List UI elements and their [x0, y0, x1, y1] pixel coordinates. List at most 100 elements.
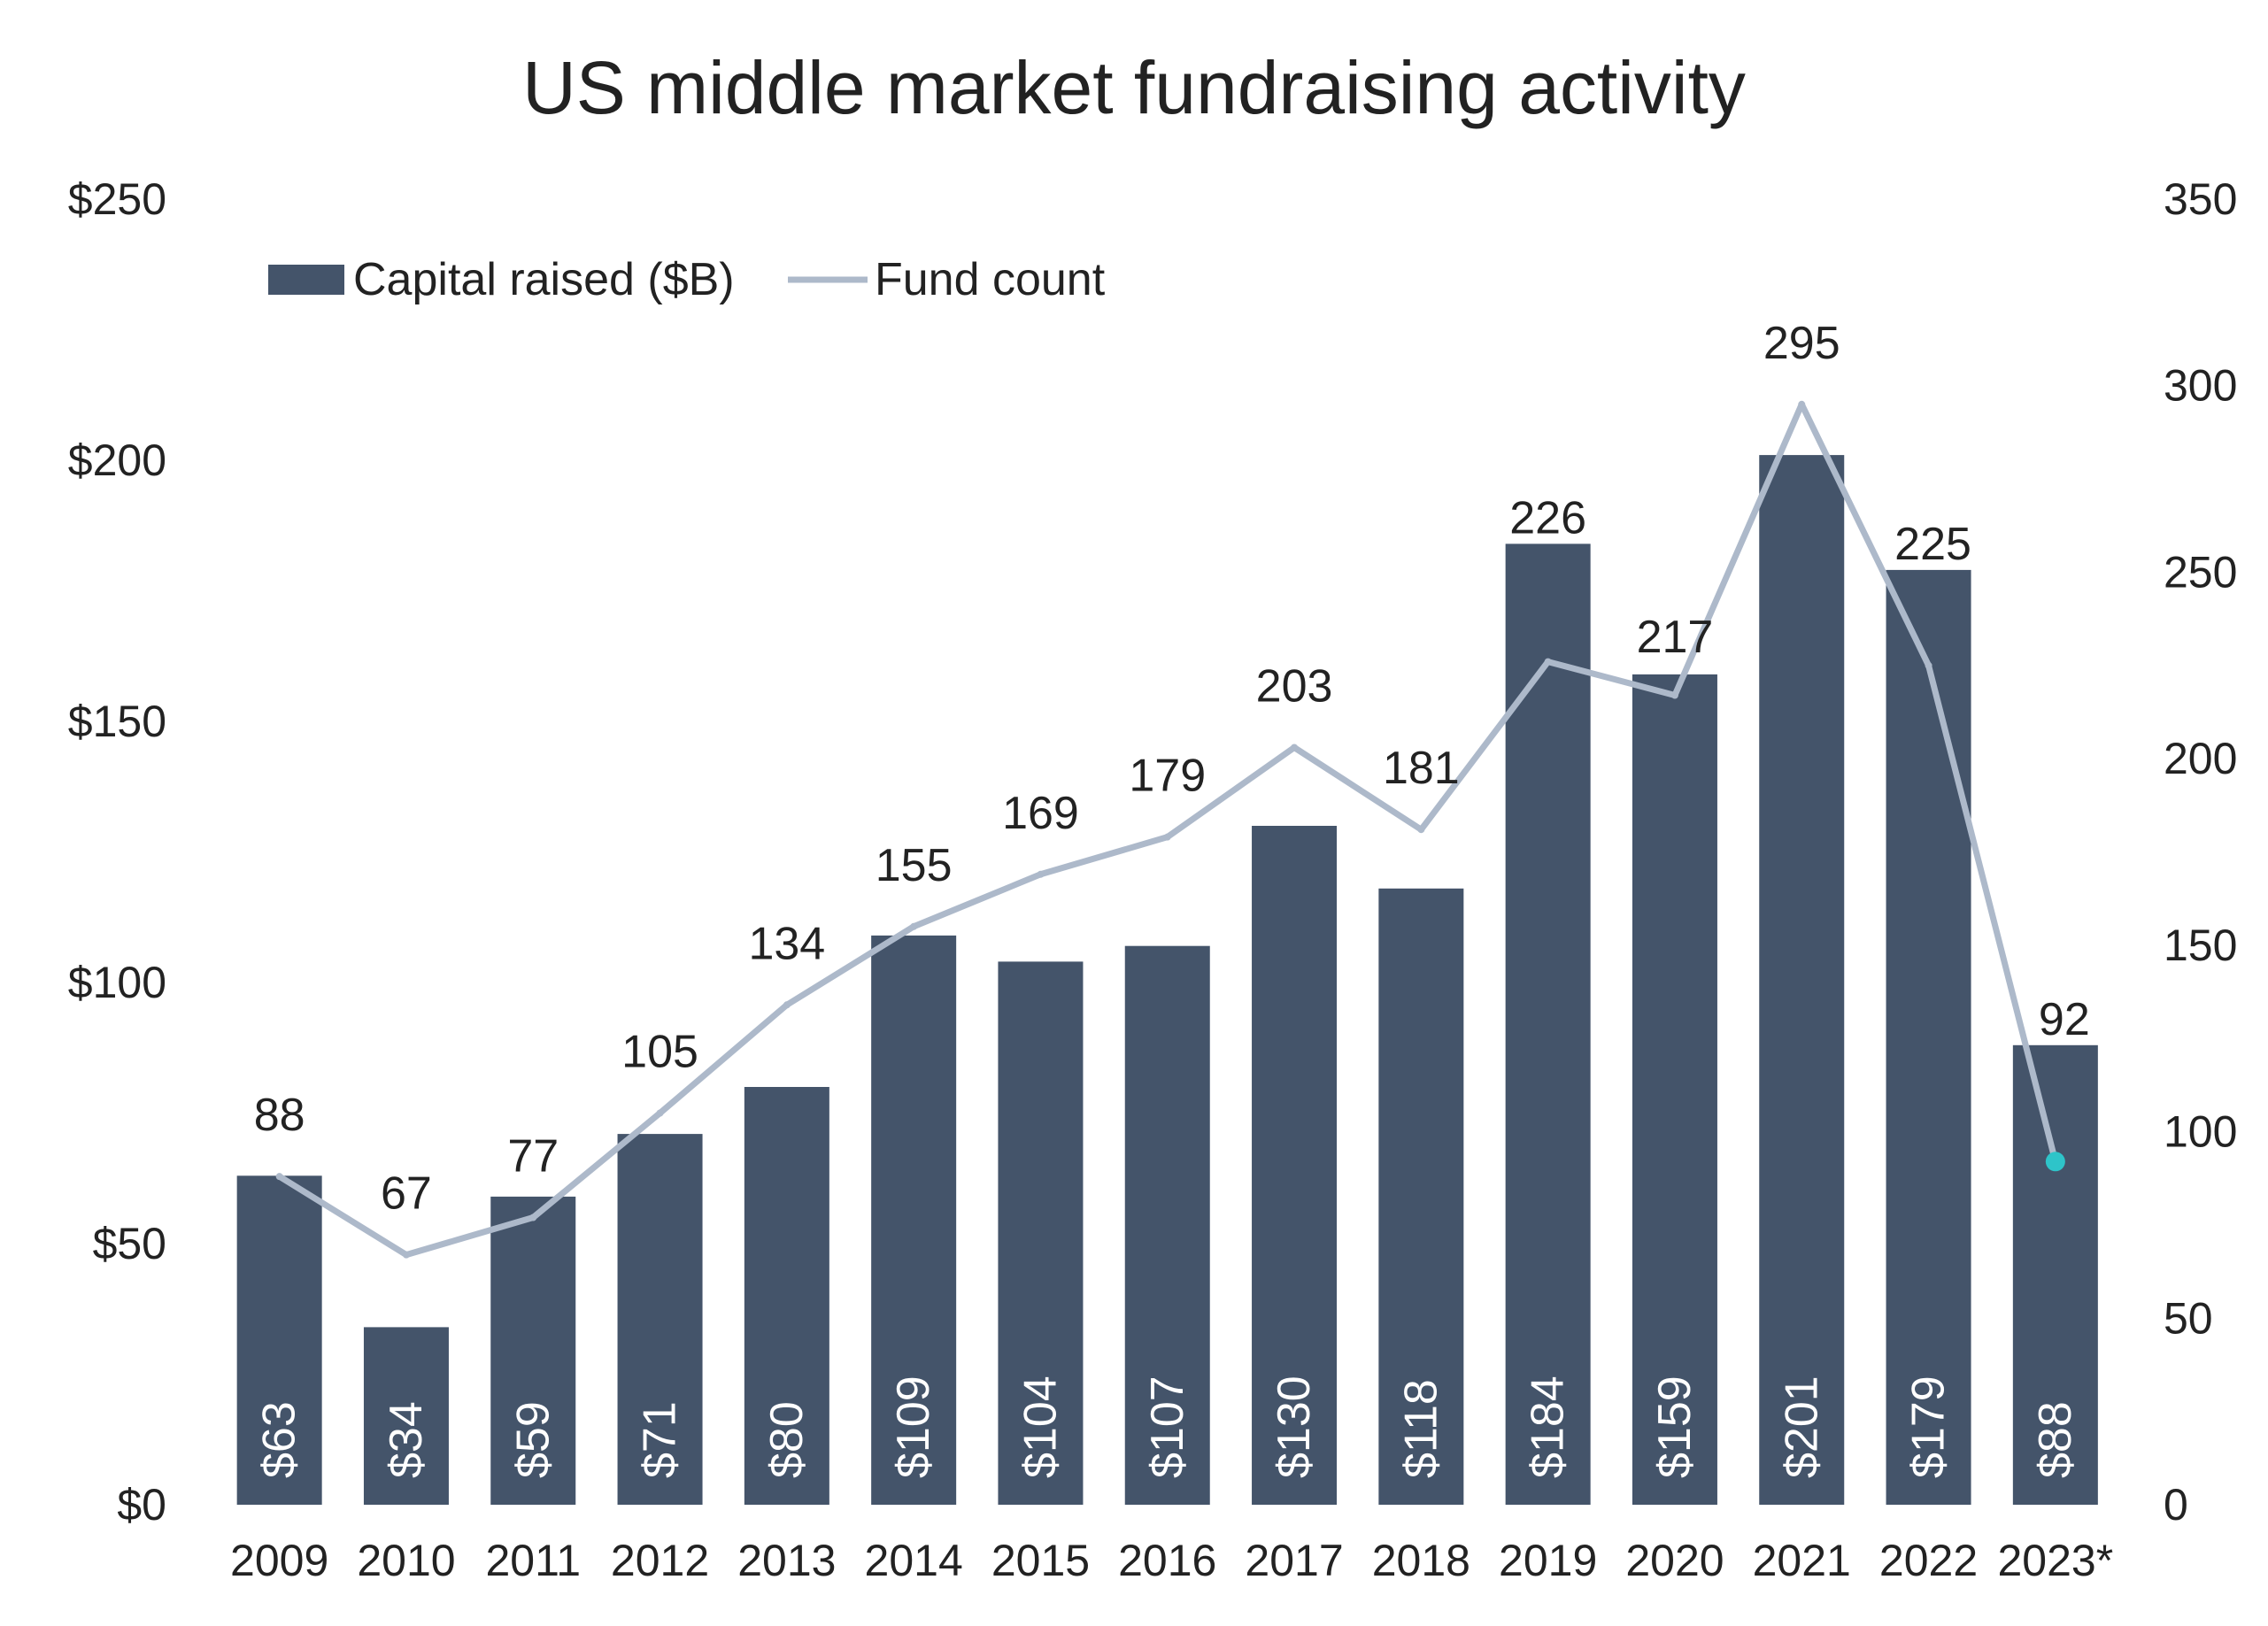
bar-value-label: $130: [1269, 1376, 1320, 1478]
bar-capital-raised: [1505, 543, 1591, 1505]
right-axis: 0 50 100 150 200 250 300 350: [2164, 174, 2237, 1530]
fund-count-point: [783, 1001, 791, 1009]
bar-capital-raised: [1378, 888, 1464, 1505]
fund-count-value-label: 155: [876, 840, 953, 891]
bar-capital-raised: [490, 1196, 576, 1505]
fund-count-value-label: 179: [1129, 751, 1206, 802]
fund-count-value-label: 134: [748, 918, 825, 969]
fund-count-point: [1670, 691, 1678, 699]
fund-count-labels: 88 67 77 105 134 155 169 179 203 181 226 217 295 225 9…: [254, 318, 2090, 1220]
legend-swatch-capital-raised: [268, 265, 344, 295]
bar-capital-raised: [2012, 1044, 2098, 1505]
x-axis-tick-label: 2015: [991, 1536, 1090, 1585]
bar-capital-raised: [236, 1175, 322, 1505]
bar-value-label: $104: [1014, 1376, 1066, 1478]
legend: Capital raised ($B) Fund count: [268, 254, 1106, 305]
fund-count-value-label: 217: [1637, 612, 1714, 663]
x-axis-tick-label: 2011: [485, 1536, 581, 1585]
right-axis-tick-label: 100: [2164, 1107, 2237, 1157]
bar-value-label: $71: [635, 1401, 686, 1478]
bars: [236, 455, 2098, 1505]
left-axis: $0 $50 $100 $150 $200 $250: [68, 174, 166, 1530]
fund-count-value-label: 67: [381, 1168, 432, 1220]
bar-value-label: $118: [1395, 1379, 1446, 1478]
bar-value-label: $184: [1523, 1376, 1574, 1478]
fund-count-point: [1544, 658, 1552, 666]
fund-count-point: [1163, 833, 1171, 841]
fund-count-value-label: 225: [1894, 519, 1971, 570]
fund-count-point: [1037, 870, 1045, 878]
right-axis-tick-label: 300: [2164, 361, 2237, 411]
fund-count-value-label: 88: [254, 1090, 305, 1141]
fund-count-point: [1291, 744, 1299, 751]
bar-value-label: $63: [254, 1401, 305, 1478]
fund-count-value-label: 92: [2039, 994, 2090, 1045]
x-axis-tick-label: 2018: [1372, 1536, 1470, 1585]
bar-capital-raised: [1886, 569, 1971, 1505]
left-axis-tick-label: $100: [68, 958, 166, 1007]
fund-count-point: [1925, 661, 1932, 669]
x-axis-tick-label: 2013: [737, 1536, 836, 1585]
x-axis-tick-label: 2020: [1625, 1536, 1724, 1585]
fund-count-value-label: 169: [1002, 788, 1079, 839]
fund-count-point: [1417, 826, 1425, 834]
legend-label-capital-raised: Capital raised ($B): [353, 254, 735, 305]
fund-count-point: [402, 1251, 410, 1259]
left-axis-tick-label: $50: [93, 1219, 166, 1268]
bar-value-label: $179: [1903, 1376, 1955, 1478]
bar-capital-raised: [1759, 455, 1845, 1505]
bar-value-label: $88: [2030, 1401, 2081, 1478]
fund-count-line: [275, 400, 2065, 1259]
x-axis-tick-label: 2019: [1499, 1536, 1597, 1585]
fund-count-point: [910, 922, 918, 930]
fund-count-point: [1798, 400, 1806, 408]
legend-label-fund-count: Fund count: [875, 254, 1106, 305]
x-axis-tick-label: 2009: [230, 1536, 328, 1585]
fund-count-point: [2045, 1152, 2065, 1172]
chart-title: US middle market fundraising activity: [522, 46, 1746, 129]
right-axis-tick-label: 350: [2164, 174, 2237, 224]
bar-capital-raised: [1252, 826, 1338, 1505]
fund-count-point: [275, 1173, 283, 1181]
fund-count-value-label: 226: [1509, 492, 1586, 543]
fund-count-point: [656, 1109, 664, 1117]
left-axis-tick-label: $200: [68, 435, 166, 485]
right-axis-tick-label: 0: [2164, 1480, 2188, 1530]
x-axis-tick-label: 2017: [1245, 1536, 1343, 1585]
x-axis-tick-label: 2021: [1753, 1536, 1851, 1585]
bar-capital-raised: [617, 1134, 703, 1505]
bar-value-label: $80: [761, 1401, 813, 1478]
left-axis-tick-label: $0: [117, 1480, 166, 1530]
fund-count-value-label: 77: [507, 1131, 559, 1183]
x-axis: 2009 2010 2011 2012 2013 2014 2015 2016 2017 2018…: [230, 1536, 2113, 1585]
bar-capital-raised: [871, 935, 957, 1505]
bar-value-label: $159: [1649, 1376, 1701, 1478]
bar-capital-raised: [1124, 945, 1210, 1505]
fund-count-value-label: 203: [1256, 661, 1333, 713]
bar-labels: $63 $34 $59 $71 $80 $109 $104 $107 $130 $118 $184 $…: [254, 1376, 2081, 1478]
x-axis-tick-label: 2012: [611, 1536, 709, 1585]
bar-value-label: $109: [888, 1376, 939, 1478]
bar-capital-raised: [1632, 674, 1717, 1505]
right-axis-tick-label: 200: [2164, 734, 2237, 783]
bar-value-label: $201: [1776, 1376, 1827, 1478]
bar-value-label: $34: [381, 1401, 432, 1478]
fund-count-point: [529, 1214, 537, 1221]
right-axis-tick-label: 250: [2164, 547, 2237, 597]
fund-count-value-label: 105: [621, 1027, 698, 1078]
bar-value-label: $107: [1142, 1376, 1193, 1478]
left-axis-tick-label: $250: [68, 174, 166, 224]
bar-capital-raised: [998, 961, 1084, 1505]
bar-capital-raised: [744, 1087, 829, 1505]
bar-value-label: $59: [507, 1401, 559, 1478]
left-axis-tick-label: $150: [68, 697, 166, 746]
x-axis-tick-label: 2016: [1118, 1536, 1216, 1585]
bar-capital-raised: [363, 1327, 449, 1505]
x-axis-tick-label: 2023*: [1997, 1536, 2113, 1585]
x-axis-tick-label: 2010: [357, 1536, 455, 1585]
right-axis-tick-label: 50: [2164, 1293, 2213, 1343]
x-axis-tick-label: 2022: [1879, 1536, 1978, 1585]
x-axis-tick-label: 2014: [865, 1536, 963, 1585]
fund-count-value-label: 181: [1383, 743, 1460, 794]
